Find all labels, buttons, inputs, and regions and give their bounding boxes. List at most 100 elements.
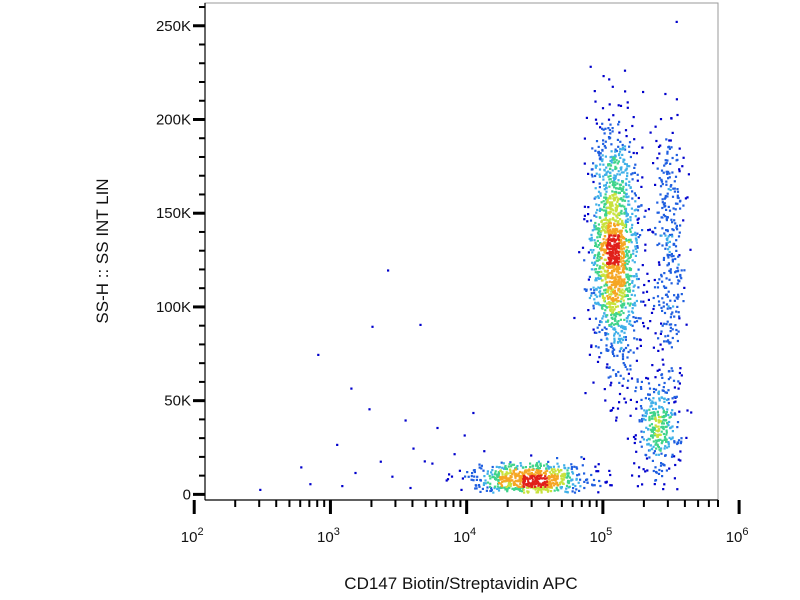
event-dot [662, 432, 665, 436]
event-dot [472, 411, 475, 415]
event-dot [648, 228, 651, 231]
event-dot [605, 344, 608, 347]
event-dot [626, 164, 629, 168]
event-dot [671, 397, 674, 400]
event-dot [628, 278, 631, 281]
event-dot [614, 161, 617, 164]
event-dot [672, 254, 675, 258]
event-dot [517, 487, 520, 490]
event-dot [620, 337, 623, 340]
event-dot [607, 266, 610, 269]
event-dot [497, 471, 500, 474]
event-dot [662, 427, 665, 431]
event-dot [671, 425, 674, 428]
event-dot [499, 469, 502, 472]
event-dot [618, 267, 621, 270]
event-dot [662, 488, 665, 491]
event-dot [606, 262, 609, 265]
event-dot [599, 293, 602, 296]
event-dot [612, 212, 615, 215]
event-dot [567, 479, 570, 482]
event-dot [622, 377, 625, 380]
event-dot [638, 338, 641, 341]
event-dot [616, 199, 620, 202]
event-dot [601, 159, 604, 163]
event-dot [484, 482, 487, 485]
event-dot [640, 185, 643, 188]
event-dot [660, 447, 663, 450]
event-dot [585, 288, 588, 291]
event-dot [557, 470, 561, 473]
event-dot [530, 476, 534, 479]
event-dot [672, 187, 675, 190]
event-dot [470, 478, 473, 481]
event-dot [616, 162, 619, 165]
event-dot [526, 477, 529, 480]
event-dot [599, 216, 602, 219]
event-dot [614, 203, 617, 206]
event-dot [685, 436, 688, 439]
event-dot [619, 271, 623, 274]
event-dot [612, 181, 615, 184]
event-dot [633, 192, 636, 195]
event-dot [627, 260, 630, 263]
event-dot [412, 447, 415, 450]
event-dot [655, 139, 658, 143]
event-dot [486, 472, 489, 475]
event-dot [624, 264, 627, 267]
event-dot [614, 234, 617, 237]
event-dot [659, 343, 662, 346]
event-dot [635, 208, 638, 211]
event-dot [582, 457, 586, 460]
event-dot [620, 306, 624, 309]
event-dot [603, 196, 606, 199]
event-dot [606, 269, 609, 272]
event-dot [625, 287, 628, 290]
event-dot [686, 196, 689, 199]
event-dot [670, 411, 673, 414]
event-dot [543, 464, 546, 467]
event-dot [627, 238, 630, 242]
event-dot [636, 246, 639, 249]
event-dot [550, 475, 553, 478]
event-dot [596, 239, 599, 243]
event-dot [661, 407, 665, 410]
event-dot [545, 467, 548, 470]
event-dot [605, 181, 608, 184]
event-dot [666, 253, 669, 256]
event-dot [605, 315, 608, 318]
event-dot [598, 323, 601, 327]
event-dot [626, 252, 629, 255]
event-dot [593, 291, 596, 295]
event-dot [639, 440, 642, 443]
event-dot [501, 473, 504, 476]
event-dot [483, 450, 486, 453]
event-dot [587, 251, 590, 254]
event-dot [568, 476, 571, 479]
event-dot [684, 197, 687, 200]
event-dot [608, 178, 611, 181]
event-dot [654, 226, 657, 230]
event-dot [676, 190, 680, 193]
event-dot [610, 143, 613, 146]
event-dot [633, 441, 636, 445]
event-dot [592, 180, 595, 184]
event-dot [651, 447, 654, 450]
event-dot [675, 239, 678, 242]
event-dot [606, 206, 609, 210]
event-dot [604, 291, 607, 294]
event-dot [542, 477, 545, 480]
event-dot [635, 400, 638, 404]
event-dot [547, 483, 550, 486]
event-dot [662, 213, 665, 216]
event-dot [563, 473, 566, 477]
event-dot [655, 429, 658, 432]
event-dot [670, 323, 673, 326]
event-dot [614, 154, 617, 157]
event-dot [624, 284, 627, 287]
event-dot [661, 439, 664, 442]
event-dot [575, 466, 578, 469]
event-dot [642, 417, 645, 420]
event-dot [669, 185, 672, 188]
event-dot [608, 272, 611, 275]
